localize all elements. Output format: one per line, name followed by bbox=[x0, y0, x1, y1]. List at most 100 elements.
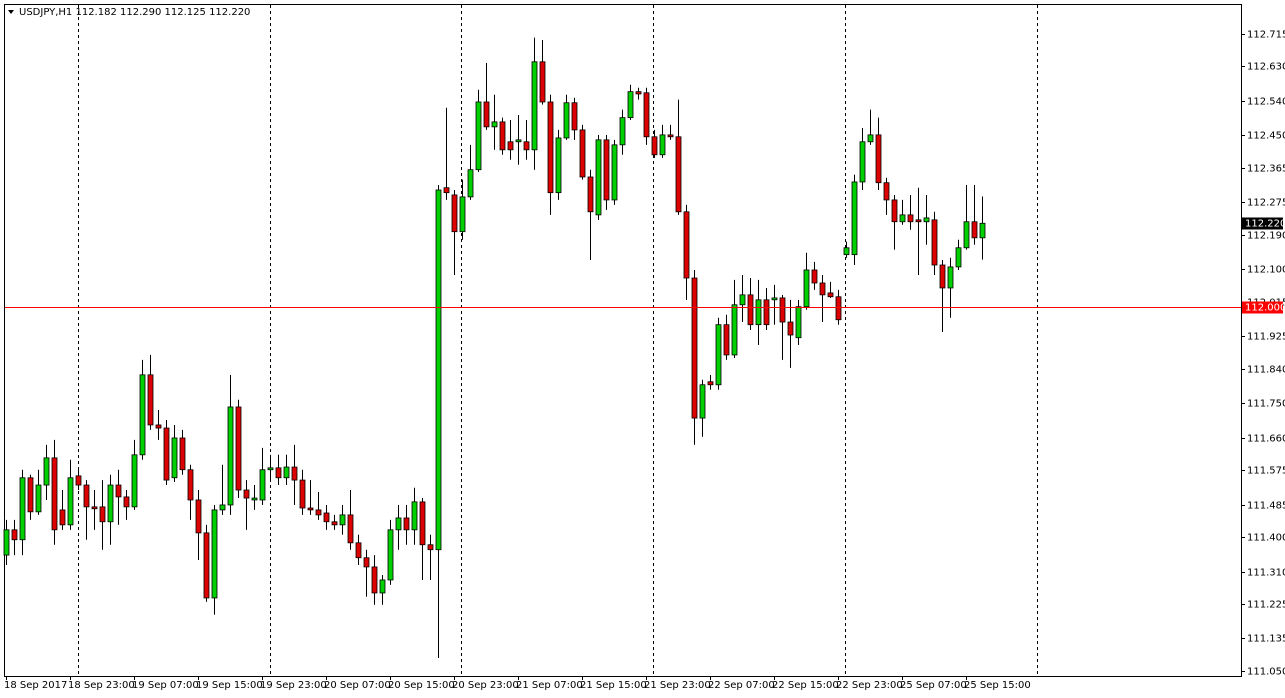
candle-body bbox=[963, 221, 970, 249]
x-tick-label: 22 Sep 07:00 bbox=[708, 680, 775, 691]
x-tick-label: 21 Sep 23:00 bbox=[644, 680, 711, 691]
y-tick-label: 111.485 bbox=[1247, 501, 1285, 512]
candle-body bbox=[43, 457, 50, 486]
candle-body bbox=[147, 374, 154, 426]
y-tick-label: 112.275 bbox=[1247, 198, 1285, 209]
x-tick-label: 20 Sep 07:00 bbox=[324, 680, 391, 691]
candle-body bbox=[347, 514, 354, 544]
candle-body bbox=[395, 517, 402, 531]
candle-body bbox=[211, 509, 218, 599]
candle-body bbox=[579, 129, 586, 178]
candle-body bbox=[371, 566, 378, 594]
candle-body bbox=[835, 296, 842, 321]
candle-body bbox=[547, 101, 554, 194]
y-tick-label: 111.310 bbox=[1247, 568, 1285, 579]
candle-body bbox=[107, 484, 114, 523]
x-tick-label: 19 Sep 23:00 bbox=[260, 680, 327, 691]
candle-body bbox=[419, 501, 426, 546]
candle-body bbox=[787, 321, 794, 336]
x-tick-label: 22 Sep 23:00 bbox=[836, 680, 903, 691]
menu-triangle bbox=[8, 10, 14, 14]
candle-body bbox=[611, 144, 618, 201]
candle-body bbox=[699, 384, 706, 419]
candle-body bbox=[651, 136, 658, 156]
y-tick-label: 112.450 bbox=[1247, 131, 1285, 142]
x-tick-label: 18 Sep 2017 bbox=[4, 680, 67, 691]
candle-body bbox=[739, 294, 746, 306]
y-tick-label: 111.135 bbox=[1247, 634, 1285, 645]
candle-body bbox=[363, 557, 370, 568]
candle-body bbox=[259, 469, 266, 501]
candle-body bbox=[219, 504, 226, 511]
candle-body bbox=[627, 91, 634, 119]
candle-body bbox=[451, 194, 458, 233]
candle-body bbox=[491, 121, 498, 128]
candle-body bbox=[307, 507, 314, 511]
candle-body bbox=[603, 139, 610, 201]
candle-body bbox=[67, 477, 74, 526]
candle-body bbox=[483, 101, 490, 128]
candle-body bbox=[387, 529, 394, 581]
candle-body bbox=[947, 266, 954, 289]
candle-body bbox=[683, 211, 690, 279]
x-tick-label: 18 Sep 23:00 bbox=[68, 680, 135, 691]
candle-body bbox=[843, 247, 850, 256]
candle-body bbox=[171, 437, 178, 479]
candle-body bbox=[163, 427, 170, 481]
candle-body bbox=[715, 324, 722, 386]
candle-body bbox=[571, 102, 578, 131]
candle-body bbox=[819, 282, 826, 296]
candle-body bbox=[971, 221, 978, 239]
x-tick-label: 19 Sep 15:00 bbox=[196, 680, 263, 691]
candle-body bbox=[3, 529, 10, 556]
x-tick-label: 22 Sep 15:00 bbox=[772, 680, 839, 691]
candle-body bbox=[243, 489, 250, 499]
y-tick-label: 112.630 bbox=[1247, 62, 1285, 73]
candle-body bbox=[867, 134, 874, 143]
candle-body bbox=[411, 501, 418, 531]
candle-body bbox=[587, 176, 594, 213]
candle-body bbox=[747, 294, 754, 326]
candle-body bbox=[51, 457, 58, 531]
candle-body bbox=[507, 141, 514, 151]
y-tick-label: 112.100 bbox=[1247, 265, 1285, 276]
candle-body bbox=[675, 136, 682, 213]
candle-body bbox=[875, 134, 882, 184]
candle-body bbox=[443, 187, 450, 194]
candle-body bbox=[203, 532, 210, 599]
plot-frame bbox=[4, 4, 1242, 677]
x-tick-label: 21 Sep 15:00 bbox=[580, 680, 647, 691]
y-tick-label: 111.840 bbox=[1247, 365, 1285, 376]
candle-body bbox=[267, 467, 274, 471]
y-tick-label: 111.050 bbox=[1247, 667, 1285, 678]
x-tick-label: 20 Sep 15:00 bbox=[388, 680, 455, 691]
candle-body bbox=[291, 466, 298, 481]
y-tick-label: 111.925 bbox=[1247, 332, 1285, 343]
candle-body bbox=[435, 189, 442, 551]
y-tick-label: 112.365 bbox=[1247, 164, 1285, 175]
candle-body bbox=[643, 92, 650, 138]
x-tick-label: 25 Sep 07:00 bbox=[900, 680, 967, 691]
last-price-box bbox=[1242, 217, 1283, 230]
candle-body bbox=[227, 406, 234, 506]
day-separators bbox=[78, 5, 1038, 676]
candle-body bbox=[763, 299, 770, 326]
x-tick-label: 19 Sep 07:00 bbox=[132, 680, 199, 691]
candle-body bbox=[555, 137, 562, 194]
y-tick-label: 111.660 bbox=[1247, 434, 1285, 445]
candle-body bbox=[795, 306, 802, 339]
price-line-label: 112.000 bbox=[1245, 303, 1285, 314]
candle-body bbox=[187, 469, 194, 501]
candle-body bbox=[499, 121, 506, 151]
candle-body bbox=[811, 269, 818, 284]
candle-body bbox=[11, 529, 18, 541]
x-tick-label: 25 Sep 15:00 bbox=[964, 680, 1031, 691]
candle-body bbox=[275, 467, 282, 479]
candle-body bbox=[35, 484, 42, 513]
candle-body bbox=[83, 484, 90, 508]
candle-body bbox=[403, 517, 410, 531]
candle-body bbox=[123, 496, 130, 508]
candle-body bbox=[907, 214, 914, 223]
candle-body bbox=[923, 217, 930, 223]
candle-body bbox=[755, 299, 762, 326]
